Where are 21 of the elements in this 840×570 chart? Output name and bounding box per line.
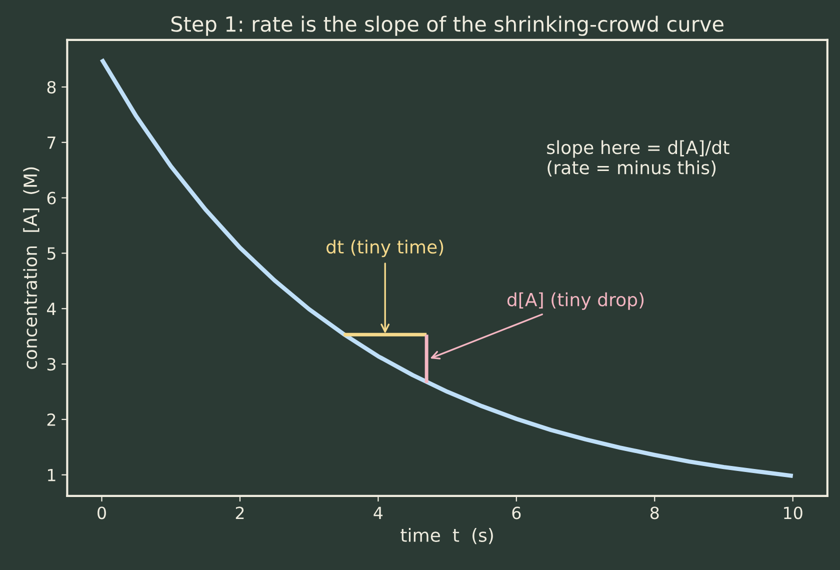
annotation: slope here = d[A]/dt (rate = minus this) bbox=[547, 140, 730, 177]
x-tick-label: 8 bbox=[650, 506, 659, 520]
chart-title: Step 1: rate is the slope of the shrinking-crowd curve bbox=[171, 16, 724, 36]
x-tick-label: 10 bbox=[784, 506, 802, 520]
annotation: dt (tiny time) bbox=[326, 240, 444, 258]
x-axis-title: time t (s) bbox=[400, 528, 493, 544]
x-tick-label: 4 bbox=[374, 506, 383, 519]
x-tick-label: 2 bbox=[236, 506, 244, 519]
x-tick-label: 0 bbox=[98, 506, 106, 520]
y-axis-title: concentration [A] (M) bbox=[23, 167, 40, 369]
y-tick-label: 1 bbox=[48, 469, 56, 482]
y-tick-label: 3 bbox=[47, 358, 56, 371]
y-tick-label: 8 bbox=[47, 80, 56, 94]
y-tick-label: 2 bbox=[47, 413, 56, 426]
y-tick-label: 5 bbox=[47, 247, 56, 260]
y-tick-label: 7 bbox=[48, 136, 56, 149]
y-tick-label: 6 bbox=[47, 192, 56, 204]
x-tick-label: 6 bbox=[512, 506, 521, 520]
y-tick-label: 4 bbox=[46, 302, 56, 315]
annotation: d[A] (tiny drop) bbox=[507, 292, 644, 310]
line-series bbox=[100, 57, 795, 478]
